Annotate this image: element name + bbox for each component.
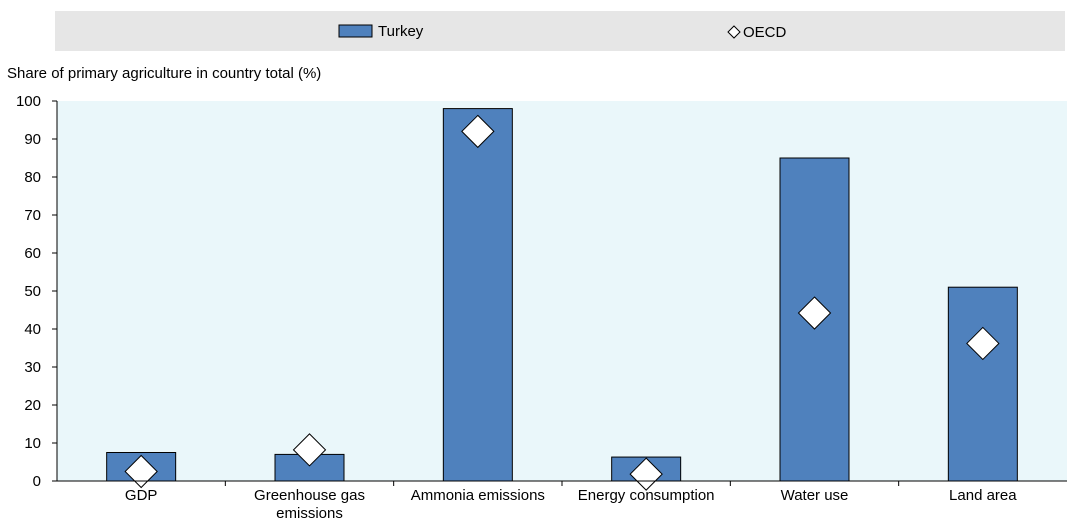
- marker-oecd: [797, 296, 832, 330]
- y-tick-label: 0: [33, 473, 41, 490]
- y-tick-label: 10: [24, 435, 41, 452]
- plot-area: [57, 101, 1067, 481]
- legend-label-oecd: OECD: [743, 24, 787, 41]
- y-tick-label: 100: [16, 93, 41, 110]
- marker-oecd: [292, 433, 327, 467]
- x-tick-label: Ammonia emissions: [411, 487, 545, 504]
- y-tick-label: 90: [24, 131, 41, 148]
- legend-swatch-turkey: [338, 24, 373, 38]
- x-tick-label: Energy consumption: [578, 487, 715, 504]
- y-tick-label: 70: [24, 207, 41, 224]
- x-tick-label: GDP: [125, 487, 158, 504]
- x-tick-label: Water use: [781, 487, 849, 504]
- y-tick-label: 30: [24, 359, 41, 376]
- marker-oecd: [966, 326, 1000, 361]
- marker-oecd: [461, 114, 495, 149]
- marker-oecd: [629, 457, 663, 491]
- legend-marker-oecd: [727, 25, 741, 39]
- bar-turkey: [442, 108, 513, 482]
- y-tick-label: 80: [24, 169, 41, 186]
- marker-oecd: [124, 454, 158, 489]
- x-tick-label: Greenhouse gas emissions: [254, 487, 365, 522]
- x-tick-label: Land area: [949, 487, 1017, 504]
- y-tick-label: 20: [24, 397, 41, 414]
- y-tick-label: 60: [24, 245, 41, 262]
- y-tick-label: 50: [24, 283, 41, 300]
- y-tick-label: 40: [24, 321, 41, 338]
- legend-label-turkey: Turkey: [378, 23, 424, 40]
- bar-turkey: [947, 286, 1018, 482]
- legend-box: [55, 11, 1065, 51]
- y-axis-title: Share of primary agriculture in country …: [7, 65, 321, 82]
